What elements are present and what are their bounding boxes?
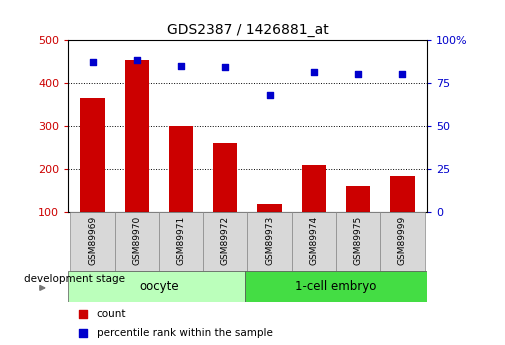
Bar — [336, 212, 380, 271]
Bar — [213, 143, 237, 212]
Point — [177, 63, 185, 68]
Bar — [115, 212, 159, 271]
Point — [310, 70, 318, 75]
Text: 1-cell embryo: 1-cell embryo — [295, 280, 377, 293]
Bar — [380, 212, 425, 271]
Bar — [346, 186, 370, 212]
Bar — [292, 212, 336, 271]
Text: GSM89969: GSM89969 — [88, 216, 97, 265]
Bar — [70, 212, 115, 271]
Bar — [301, 165, 326, 212]
Bar — [80, 98, 105, 212]
Point — [354, 71, 362, 77]
Text: oocyte: oocyte — [139, 280, 179, 293]
Title: GDS2387 / 1426881_at: GDS2387 / 1426881_at — [167, 23, 328, 37]
Text: GSM89971: GSM89971 — [177, 216, 185, 265]
Bar — [203, 212, 247, 271]
Bar — [258, 204, 282, 212]
Point — [398, 71, 407, 77]
Point — [133, 58, 141, 63]
Text: development stage: development stage — [24, 274, 125, 284]
Bar — [169, 126, 193, 212]
Text: GSM89972: GSM89972 — [221, 216, 230, 265]
Bar — [390, 176, 415, 212]
Bar — [245, 271, 427, 302]
Point — [374, 211, 382, 216]
Text: GSM89975: GSM89975 — [354, 216, 363, 265]
Point — [221, 65, 229, 70]
Text: GSM89970: GSM89970 — [132, 216, 141, 265]
Bar — [247, 212, 292, 271]
Bar — [159, 212, 203, 271]
Text: count: count — [97, 309, 126, 319]
Bar — [68, 271, 245, 302]
Text: GSM89974: GSM89974 — [310, 216, 318, 265]
Text: percentile rank within the sample: percentile rank within the sample — [97, 328, 273, 338]
Point — [88, 59, 96, 65]
Point — [266, 92, 274, 98]
Bar — [125, 60, 149, 212]
Text: GSM89999: GSM89999 — [398, 216, 407, 265]
Point — [374, 38, 382, 44]
Text: GSM89973: GSM89973 — [265, 216, 274, 265]
